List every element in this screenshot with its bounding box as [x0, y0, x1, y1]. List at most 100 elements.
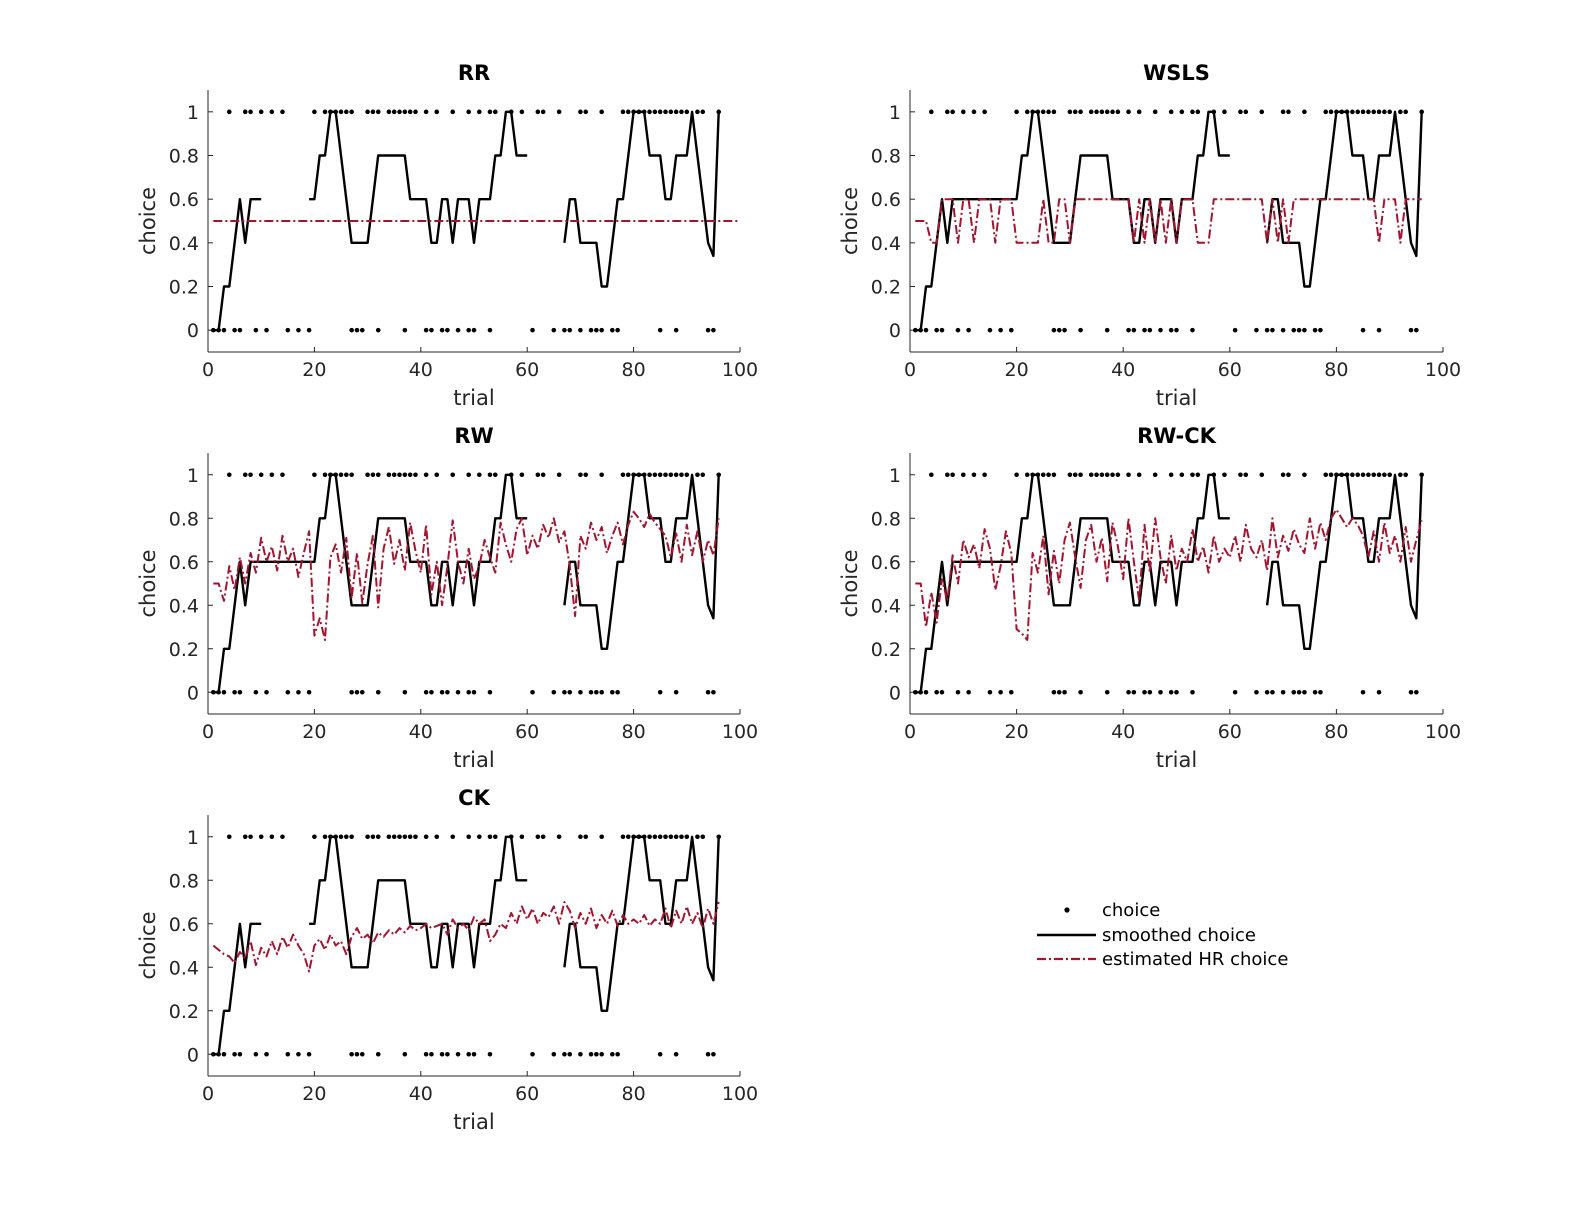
choice-point: [652, 834, 658, 840]
choice-point: [663, 109, 668, 115]
choice-point: [1270, 689, 1275, 695]
choice-point: [519, 109, 525, 115]
choice-point: [1190, 327, 1195, 333]
choice-point: [1376, 327, 1382, 333]
choice-point: [349, 834, 354, 840]
y-tick-label: 0.2: [871, 639, 901, 661]
choice-point: [1323, 109, 1329, 115]
choice-point: [1168, 327, 1174, 333]
choice-point: [338, 834, 344, 840]
y-tick-label: 1: [187, 102, 199, 124]
y-tick-label: 0: [187, 682, 199, 704]
choice-point: [530, 1051, 535, 1057]
choice-point: [1398, 472, 1403, 478]
choice-point: [567, 689, 573, 695]
choice-point: [407, 109, 413, 115]
choice-point: [1035, 472, 1041, 478]
choice-point: [1067, 109, 1073, 115]
x-tick-label: 0: [202, 359, 214, 381]
y-tick-label: 0.2: [871, 277, 901, 299]
x-tick-label: 40: [409, 359, 433, 381]
choice-point: [1222, 472, 1227, 478]
choice-point: [1008, 689, 1014, 695]
choice-point: [1078, 689, 1083, 695]
choice-point: [402, 1051, 408, 1057]
choice-point: [1158, 689, 1163, 695]
choice-point: [349, 689, 354, 695]
choice-point: [1115, 109, 1121, 115]
choice-point: [1168, 472, 1174, 478]
choice-point: [1190, 109, 1195, 115]
choice-point: [439, 327, 445, 333]
x-tick-label: 20: [302, 721, 326, 743]
choice-point: [1238, 472, 1243, 478]
choice-point: [918, 689, 923, 695]
x-tick-label: 0: [904, 359, 916, 381]
panel-rw: 0 20 40 60 80 100 0 0.2 0.4 0.6 0.8 1 RW trial choice: [136, 424, 758, 772]
choice-point: [338, 109, 344, 115]
y-tick-label: 0.8: [871, 146, 901, 168]
choice-point: [375, 834, 381, 840]
choice-point: [386, 109, 392, 115]
y-axis-label: choice: [838, 549, 862, 617]
choice-point: [333, 472, 338, 478]
choice-point: [354, 689, 360, 695]
x-tick-label: 100: [1425, 721, 1461, 743]
choice-point: [1072, 472, 1078, 478]
choice-point: [322, 834, 328, 840]
choice-point: [657, 472, 663, 478]
y-axis-label: choice: [136, 549, 160, 617]
choice-point: [679, 109, 684, 115]
choice-point: [312, 834, 317, 840]
choice-point: [966, 689, 971, 695]
choice-point: [359, 1051, 365, 1057]
choice-point: [492, 109, 498, 115]
choice-point: [407, 834, 413, 840]
panel-rw-ck: 0 20 40 60 80 100 0 0.2 0.4 0.6 0.8 1 RW-CK trial choi…: [838, 424, 1461, 772]
choice-point: [684, 472, 690, 478]
choice-point: [1078, 109, 1083, 115]
choice-point: [216, 1051, 221, 1057]
panel-title: WSLS: [1143, 61, 1210, 85]
choice-point: [269, 472, 275, 478]
choice-point: [1046, 472, 1051, 478]
choice-point: [402, 327, 408, 333]
choice-point: [939, 327, 945, 333]
choice-point: [269, 834, 275, 840]
choice-point: [636, 834, 642, 840]
choice-point: [508, 109, 514, 115]
choice-point: [615, 327, 620, 333]
choice-point: [1222, 109, 1227, 115]
choice-point: [344, 834, 349, 840]
y-tick-label: 0.8: [169, 508, 199, 530]
choice-point: [1142, 689, 1147, 695]
choice-point: [328, 834, 333, 840]
choice-point: [333, 109, 338, 115]
choice-point: [1398, 109, 1403, 115]
choice-point: [1318, 327, 1323, 333]
choice-point: [402, 472, 408, 478]
y-axis-label: choice: [136, 187, 160, 255]
panel-title: RR: [458, 61, 490, 85]
choice-point: [434, 109, 440, 115]
choice-point: [1366, 472, 1371, 478]
choice-point: [1014, 472, 1019, 478]
choice-point: [450, 834, 456, 840]
choice-point: [413, 472, 418, 478]
choice-point: [583, 109, 589, 115]
choice-point: [1051, 472, 1057, 478]
choice-point: [365, 109, 370, 115]
choice-point: [391, 834, 397, 840]
choice-point: [258, 834, 264, 840]
choice-point: [588, 327, 594, 333]
choice-point: [711, 689, 716, 695]
estimated-hr-choice-line: [915, 508, 1423, 641]
panel-ck: 0 20 40 60 80 100 0 0.2 0.4 0.6 0.8 1 CK trial choice: [136, 786, 758, 1134]
choice-point: [1056, 689, 1062, 695]
choice-point: [918, 327, 923, 333]
x-tick-label: 20: [302, 1083, 326, 1105]
choice-point: [636, 472, 642, 478]
choice-point: [679, 472, 684, 478]
choice-point: [929, 109, 934, 115]
choice-point: [1136, 472, 1142, 478]
